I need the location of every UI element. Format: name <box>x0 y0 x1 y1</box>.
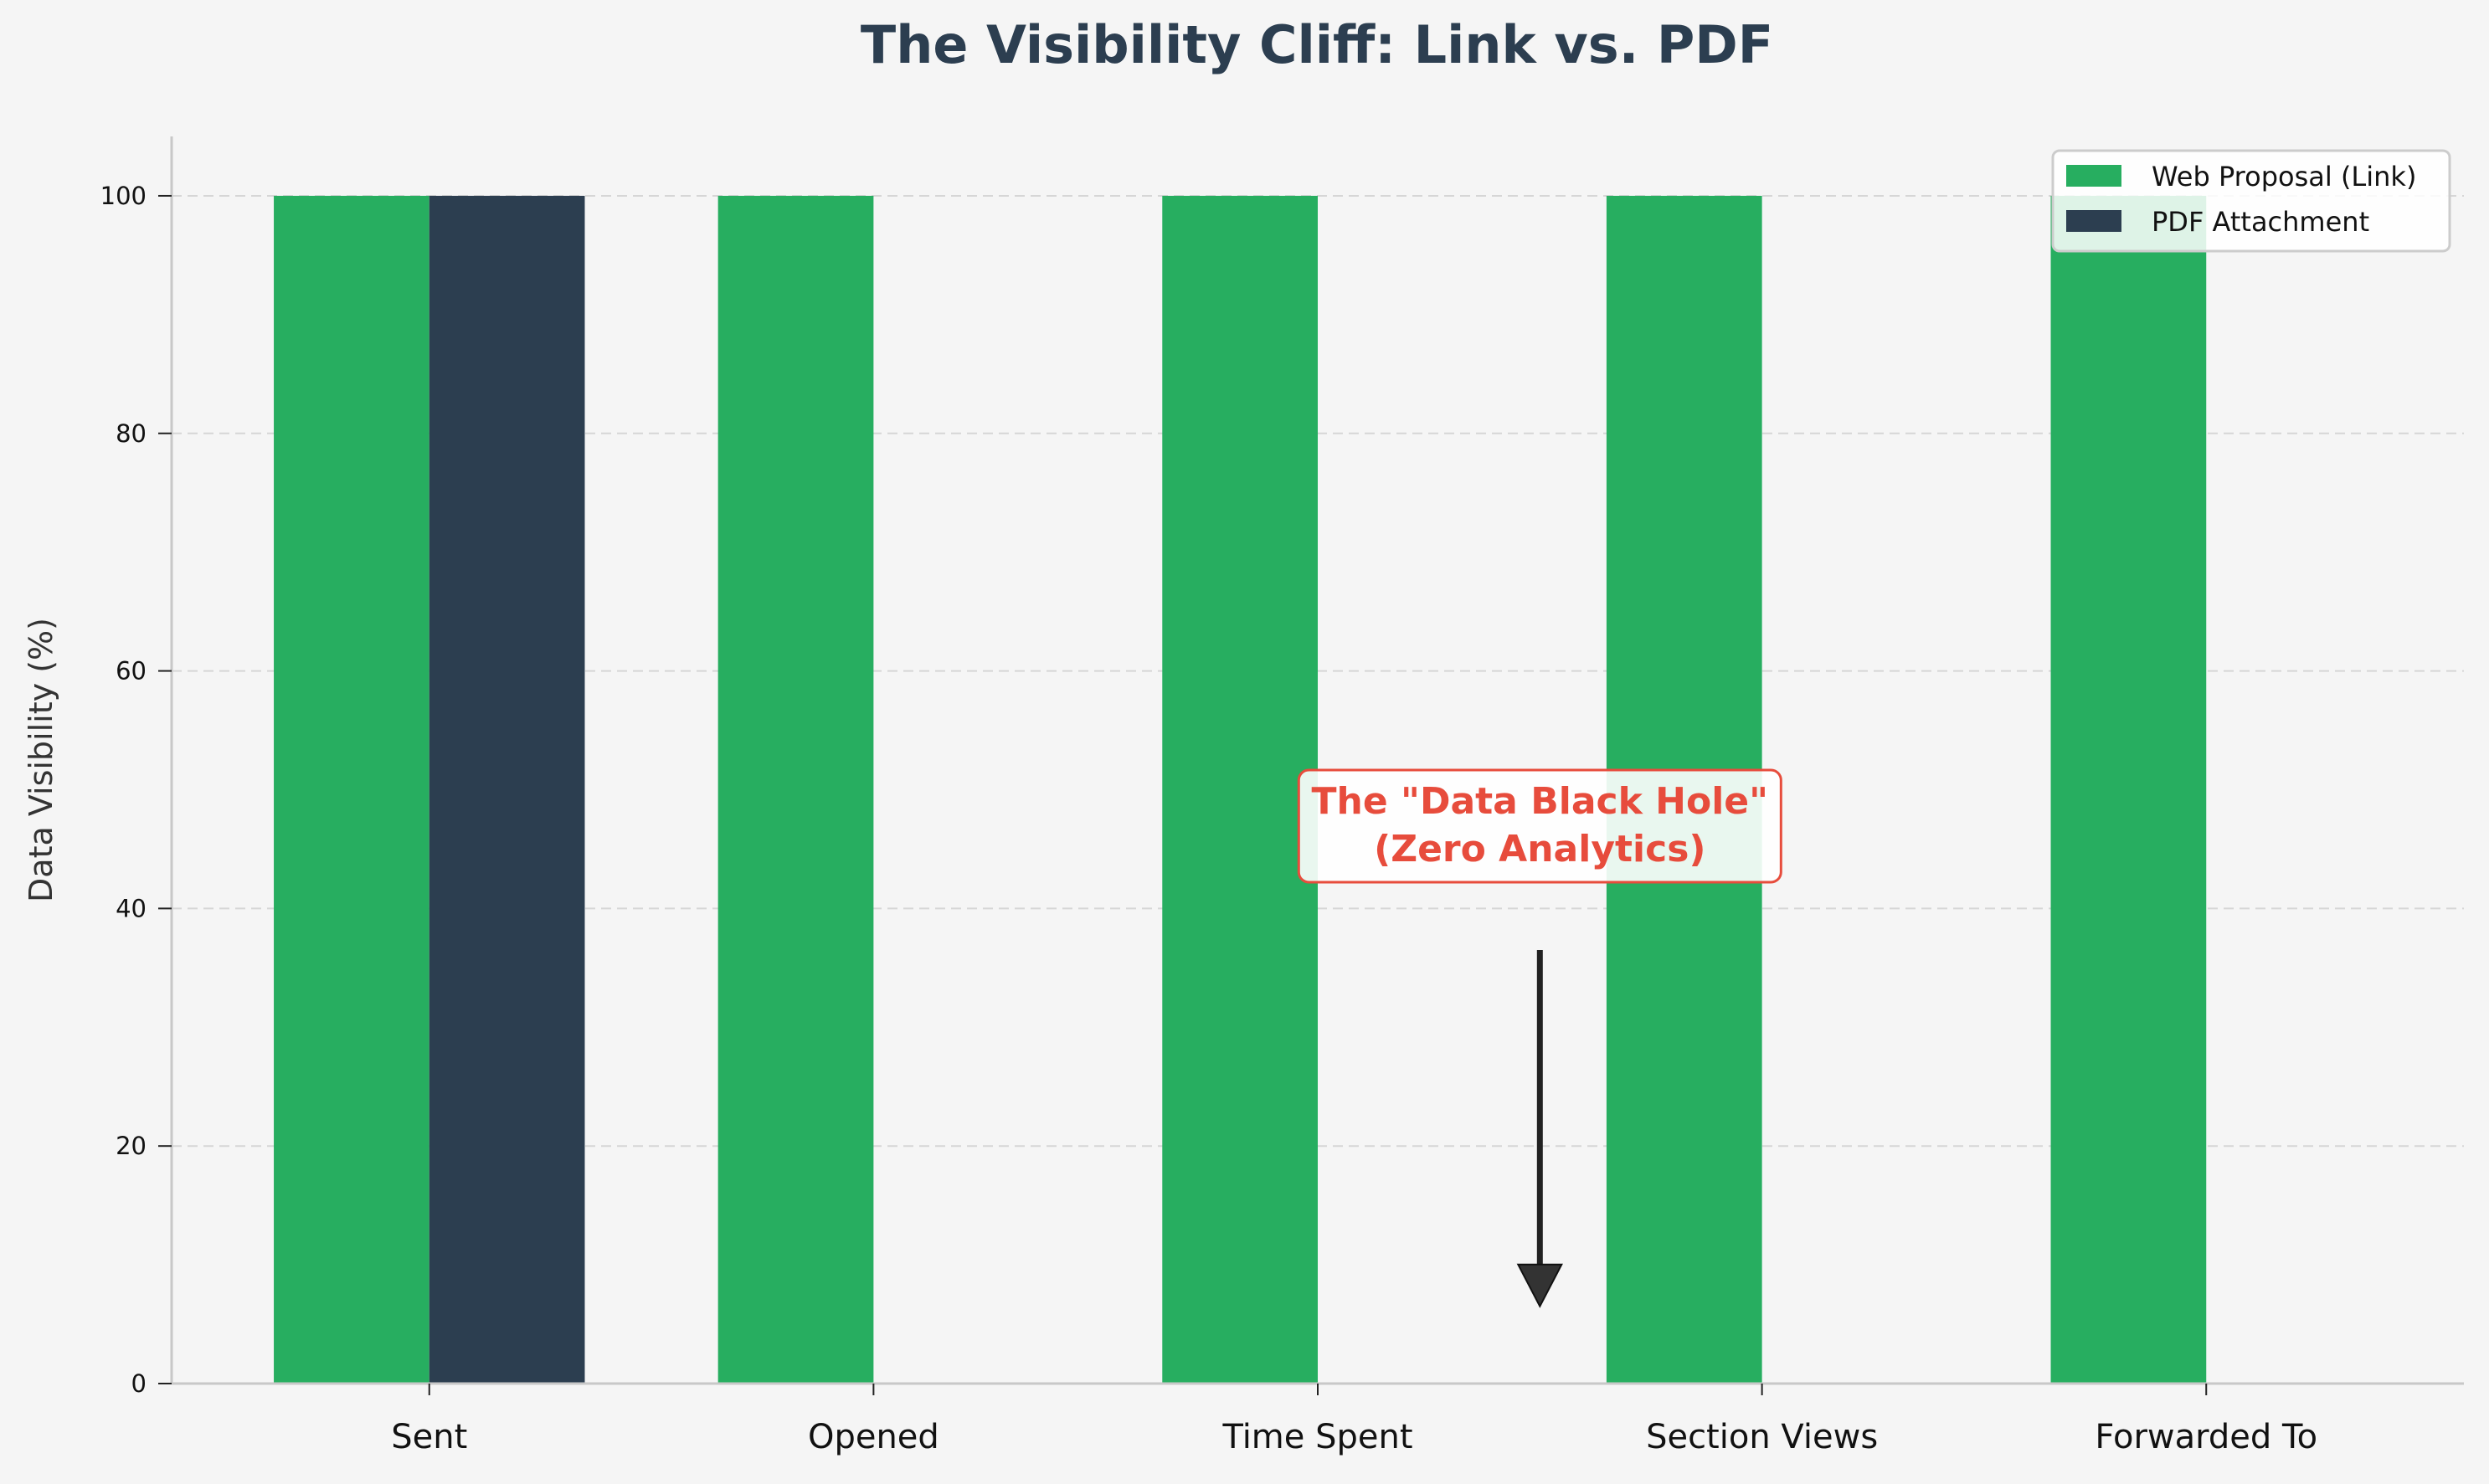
annotation-line-1: The "Data Black Hole" <box>1312 780 1769 823</box>
x-tick-label: Opened <box>808 1418 939 1456</box>
y-tick-label: 20 <box>116 1132 147 1160</box>
x-tick-label: Forwarded To <box>2095 1418 2317 1456</box>
legend: Web Proposal (Link) PDF Attachment <box>2051 149 2451 253</box>
annotation: The "Data Black Hole" (Zero Analytics) <box>1297 768 1782 1308</box>
y-tick-label: 0 <box>131 1369 147 1398</box>
bar-link <box>1162 195 1318 1384</box>
y-ticks: 0 20 40 60 80 100 <box>100 182 172 1398</box>
bar-link <box>274 195 429 1384</box>
y-tick-label: 80 <box>116 419 147 448</box>
y-tick-label: 100 <box>100 182 147 210</box>
legend-swatch-link <box>2066 165 2121 187</box>
y-axis-label: Data Visibility (%) <box>23 618 59 902</box>
legend-box <box>2051 149 2451 253</box>
bar-link <box>2050 195 2207 1384</box>
y-tick-label: 60 <box>116 657 147 686</box>
legend-label-link: Web Proposal (Link) <box>2152 161 2416 193</box>
annotation-box <box>1297 768 1782 884</box>
x-tick-label: Time Spent <box>1221 1418 1412 1456</box>
annotation-arrow-head-icon <box>1516 1263 1563 1308</box>
bar-link <box>717 195 874 1384</box>
x-ticks: Sent Opened Time Spent Section Views Forward… <box>391 1384 2317 1456</box>
x-tick-label: Sent <box>391 1418 467 1456</box>
annotation-line-2: (Zero Analytics) <box>1374 828 1705 870</box>
bar-pdf <box>429 195 585 1384</box>
bars <box>274 195 2207 1384</box>
legend-swatch-pdf <box>2066 210 2121 232</box>
y-tick-label: 40 <box>116 894 147 922</box>
legend-label-pdf: PDF Attachment <box>2152 206 2369 238</box>
chart-title: The Visibility Cliff: Link vs. PDF <box>861 14 1773 75</box>
x-tick-label: Section Views <box>1646 1418 1878 1456</box>
